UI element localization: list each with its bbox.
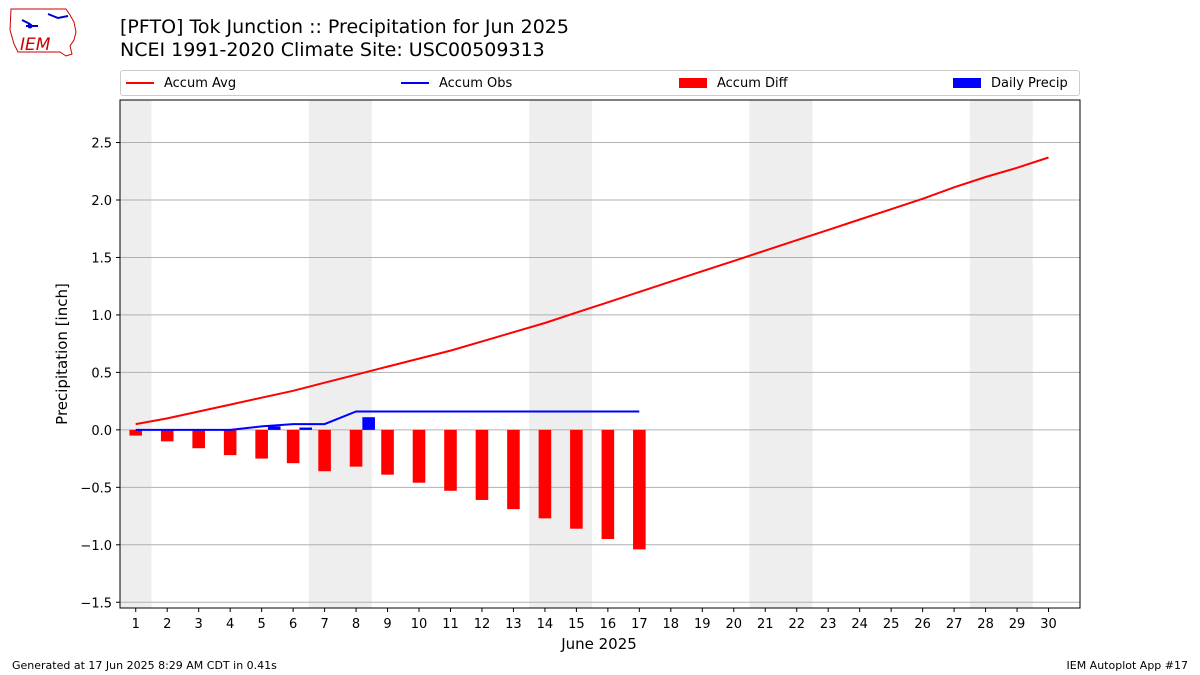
accum-diff-bar bbox=[223, 429, 237, 456]
legend-label-accum-avg: Accum Avg bbox=[164, 75, 237, 91]
weekend-band bbox=[120, 100, 152, 608]
y-tick-label: 1.5 bbox=[91, 251, 112, 266]
accum-diff-bar bbox=[538, 429, 552, 519]
y-tick-label: −1.5 bbox=[80, 596, 112, 611]
x-tick-label: 13 bbox=[505, 617, 522, 632]
footer-generated: Generated at 17 Jun 2025 8:29 AM CDT in … bbox=[12, 659, 277, 672]
x-tick-label: 9 bbox=[383, 617, 391, 632]
plot-frame bbox=[119, 99, 1081, 609]
legend-item-accum-avg: Accum Avg bbox=[126, 71, 236, 95]
legend-label-accum-obs: Accum Obs bbox=[439, 75, 513, 91]
accum-diff-bar bbox=[570, 429, 583, 529]
daily-precip-bar bbox=[267, 426, 281, 430]
x-tick-label: 2 bbox=[163, 617, 171, 632]
x-tick-label: 16 bbox=[600, 617, 617, 632]
daily-precip-bar bbox=[299, 427, 312, 430]
iem-logo: IEM bbox=[8, 6, 80, 58]
accum-diff-bar bbox=[286, 429, 300, 464]
x-tick-label: 3 bbox=[195, 617, 203, 632]
x-tick-label: 19 bbox=[694, 617, 711, 632]
x-tick-label: 20 bbox=[725, 617, 742, 632]
accum-diff-bar bbox=[444, 429, 457, 491]
y-tick-label: 0.0 bbox=[91, 424, 112, 439]
weekend-band bbox=[529, 100, 561, 608]
x-tick-label: 14 bbox=[537, 617, 554, 632]
x-tick-label: 25 bbox=[883, 617, 900, 632]
legend-label-daily-precip: Daily Precip bbox=[991, 75, 1068, 91]
legend-swatch-accum-obs bbox=[401, 82, 429, 84]
x-tick-label: 6 bbox=[289, 617, 297, 632]
x-tick-label: 24 bbox=[851, 617, 868, 632]
daily-precip-bar bbox=[362, 417, 375, 430]
x-tick-label: 11 bbox=[442, 617, 459, 632]
accum-diff-bar bbox=[318, 429, 331, 472]
legend-item-accum-obs: Accum Obs bbox=[401, 71, 512, 95]
accum-diff-bar bbox=[475, 429, 489, 500]
legend-item-accum-diff: Accum Diff bbox=[679, 71, 788, 95]
x-tick-label: 4 bbox=[226, 617, 234, 632]
y-axis-label: Precipitation [inch] bbox=[53, 283, 71, 425]
legend-swatch-accum-diff bbox=[679, 78, 707, 88]
accum-diff-bar bbox=[160, 429, 174, 442]
y-tick-label: 2.5 bbox=[91, 137, 112, 152]
y-tick-label: 2.0 bbox=[91, 194, 112, 209]
x-axis-label: June 2025 bbox=[560, 635, 637, 653]
accum-diff-bar bbox=[129, 429, 143, 436]
accum-avg-line bbox=[135, 156, 1049, 426]
x-tick-label: 10 bbox=[411, 617, 428, 632]
accum-diff-bar bbox=[507, 429, 520, 510]
accum-diff-bar bbox=[633, 429, 646, 550]
y-tick-label: 1.0 bbox=[91, 309, 112, 324]
legend-label-accum-diff: Accum Diff bbox=[717, 75, 788, 91]
x-tick-label: 5 bbox=[257, 617, 265, 632]
weekend-band bbox=[749, 100, 781, 608]
x-tick-label: 21 bbox=[757, 617, 774, 632]
x-tick-label: 29 bbox=[1009, 617, 1026, 632]
x-tick-label: 27 bbox=[946, 617, 963, 632]
legend-swatch-accum-avg bbox=[126, 82, 154, 84]
accum-diff-bar bbox=[412, 429, 426, 483]
x-tick-label: 17 bbox=[631, 617, 648, 632]
x-tick-label: 28 bbox=[977, 617, 994, 632]
x-tick-label: 18 bbox=[663, 617, 680, 632]
x-tick-label: 30 bbox=[1040, 617, 1057, 632]
accum-diff-bar bbox=[255, 429, 268, 459]
x-tick-label: 23 bbox=[820, 617, 837, 632]
weekend-band bbox=[308, 100, 341, 608]
weekend-band bbox=[780, 100, 813, 608]
legend-item-daily-precip: Daily Precip bbox=[953, 71, 1068, 95]
legend-swatch-daily-precip bbox=[953, 78, 981, 88]
y-tick-label: −0.5 bbox=[80, 481, 112, 496]
legend: Accum Avg Accum Obs Accum Diff Daily Pre… bbox=[120, 70, 1080, 96]
chart-title: [PFTO] Tok Junction :: Precipitation for… bbox=[120, 16, 569, 38]
weekend-band bbox=[340, 100, 372, 608]
accum-diff-bar bbox=[601, 429, 615, 540]
chart-subtitle: NCEI 1991-2020 Climate Site: USC00509313 bbox=[120, 39, 545, 61]
x-tick-label: 7 bbox=[320, 617, 328, 632]
accum-diff-bar bbox=[381, 429, 394, 475]
x-tick-label: 1 bbox=[132, 617, 140, 632]
x-tick-label: 12 bbox=[474, 617, 491, 632]
x-tick-label: 15 bbox=[568, 617, 585, 632]
accum-diff-bar bbox=[192, 429, 205, 449]
y-tick-label: −1.0 bbox=[80, 539, 112, 554]
weekend-band bbox=[560, 100, 593, 608]
footer-app: IEM Autoplot App #17 bbox=[1066, 659, 1189, 672]
weekend-band bbox=[1001, 100, 1033, 608]
y-tick-label: 0.5 bbox=[91, 366, 112, 381]
x-tick-label: 26 bbox=[914, 617, 931, 632]
weekend-band bbox=[969, 100, 1002, 608]
svg-text:IEM: IEM bbox=[20, 35, 51, 55]
x-tick-label: 22 bbox=[788, 617, 805, 632]
accum-diff-bar bbox=[349, 429, 363, 467]
accum-obs-line bbox=[135, 410, 640, 431]
x-tick-label: 8 bbox=[352, 617, 360, 632]
